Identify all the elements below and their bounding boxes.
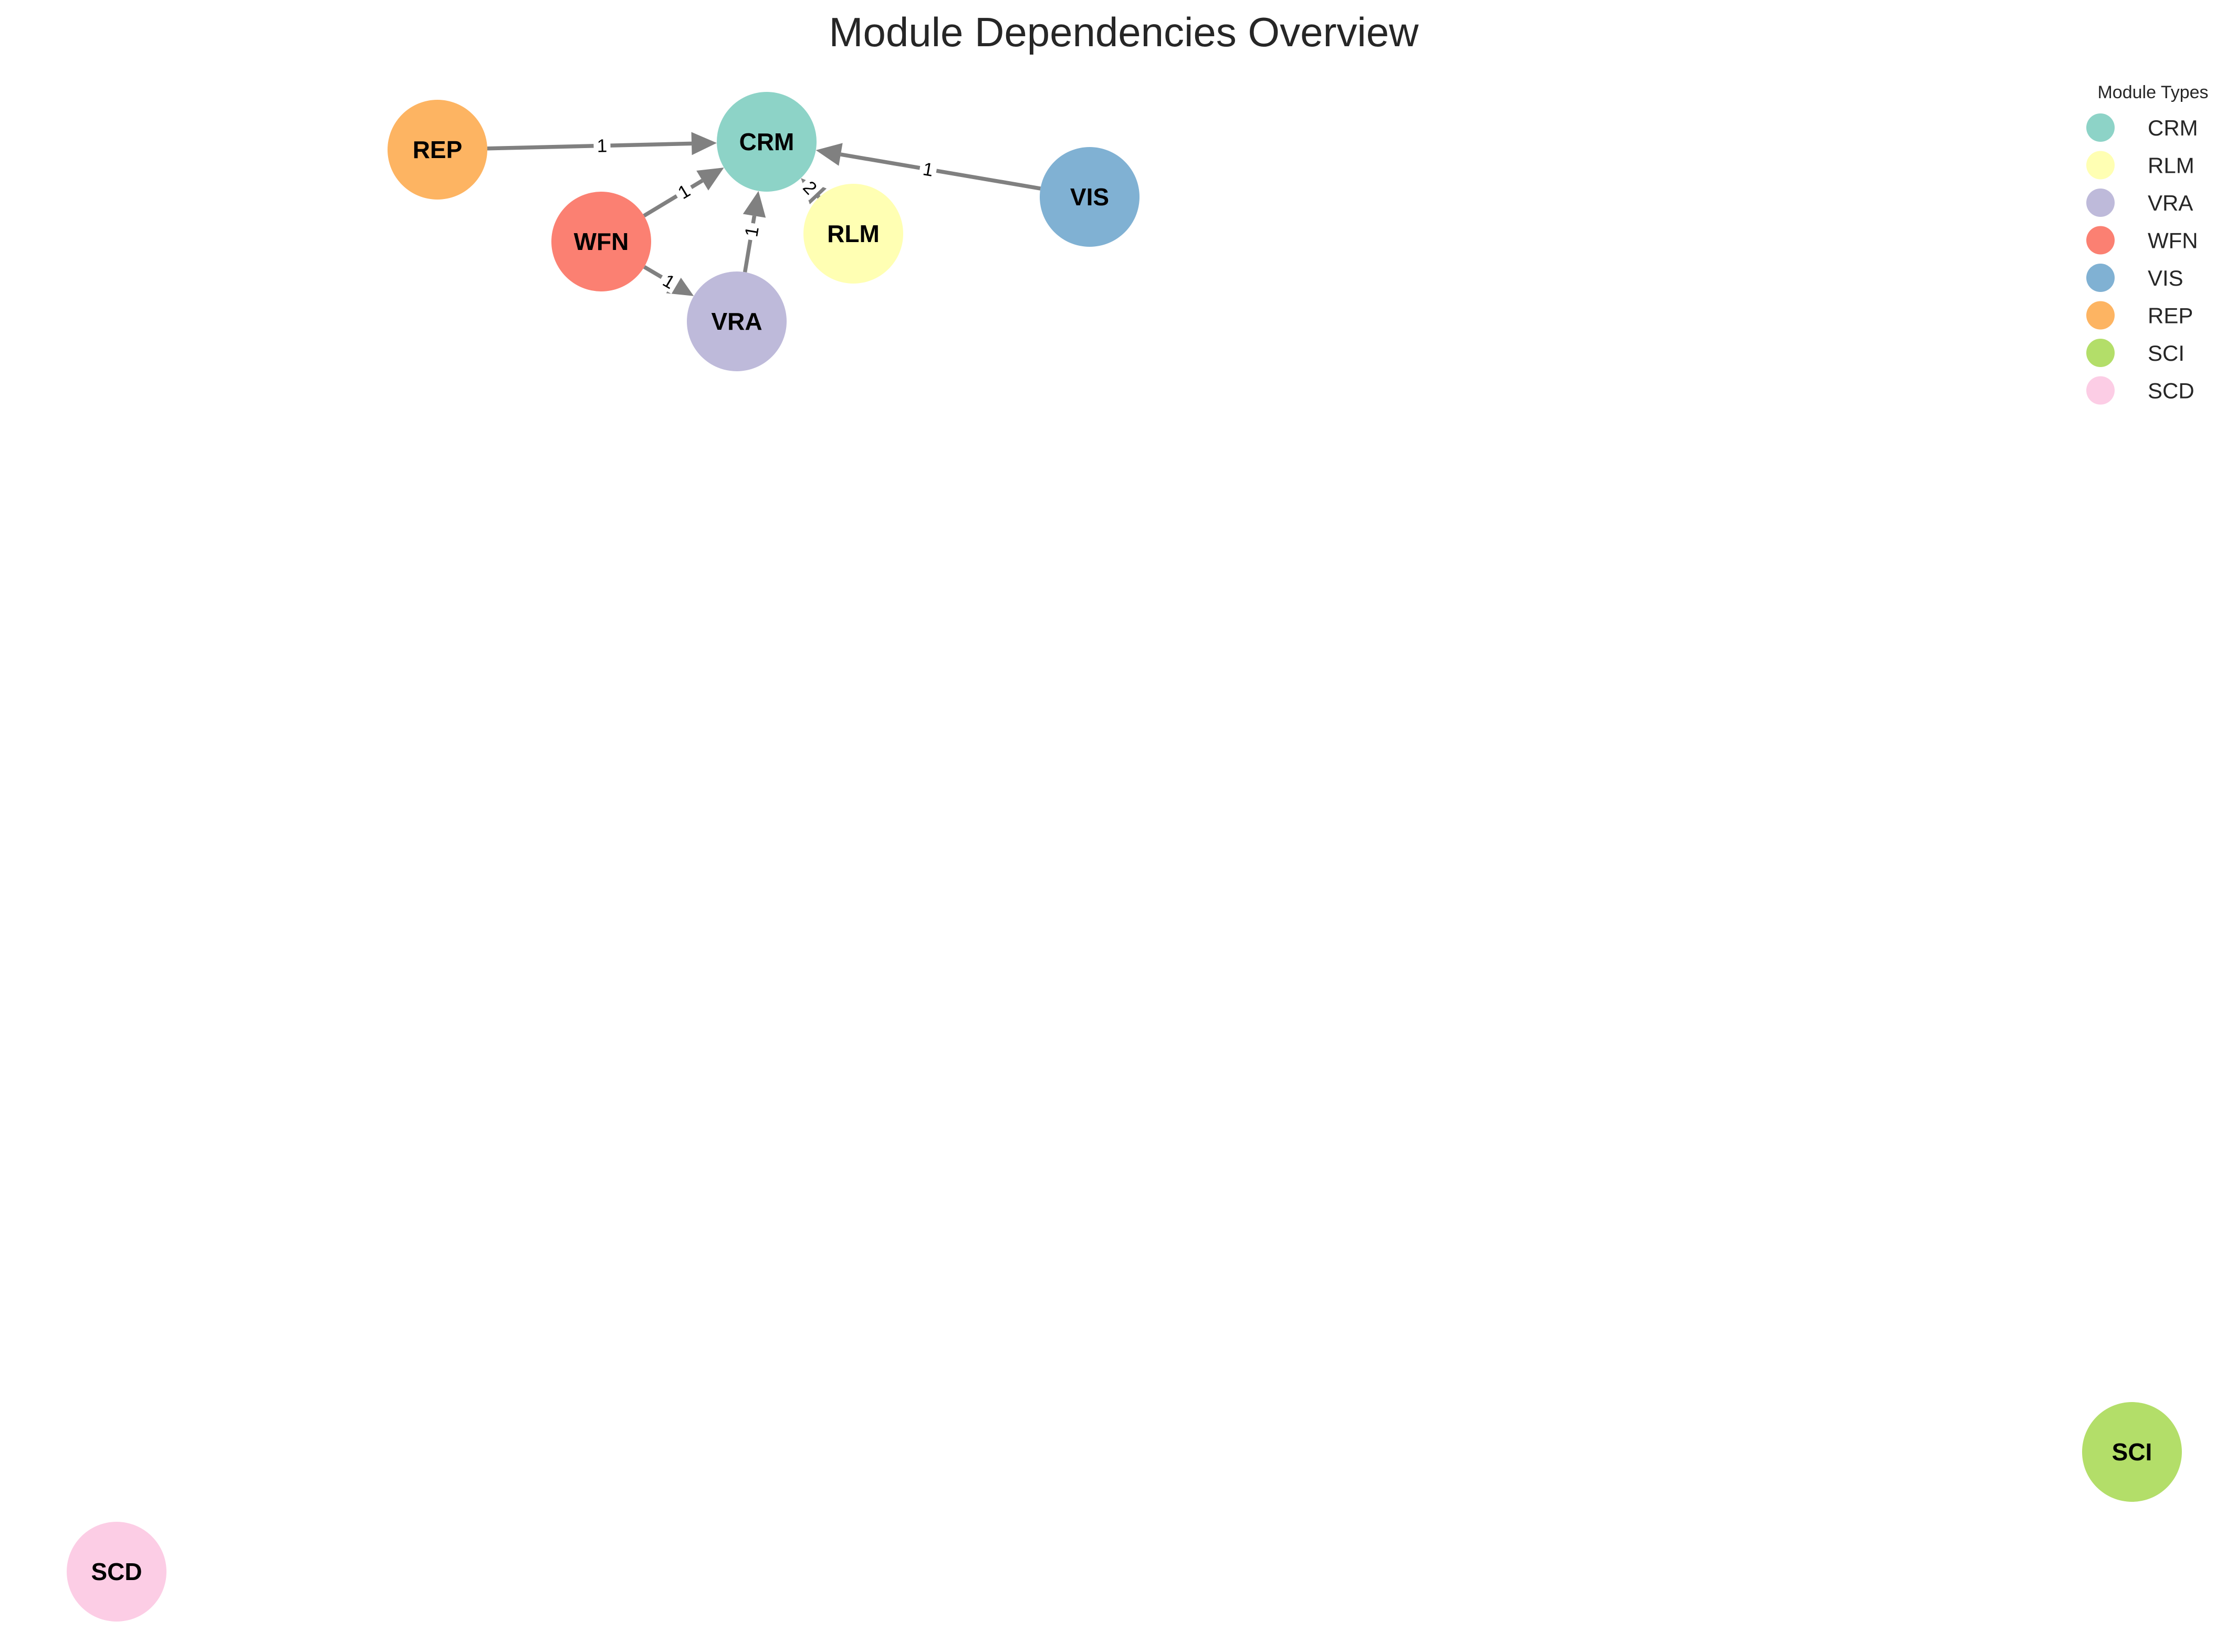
- edge-label: 1: [597, 135, 607, 156]
- edge-rlm-crm: 2: [797, 173, 827, 205]
- node-label: VRA: [711, 308, 762, 335]
- legend-item-crm: CRM: [2086, 113, 2198, 142]
- legend-marker: [2086, 151, 2115, 180]
- node-circle: [803, 184, 903, 284]
- legend-label: SCD: [2148, 379, 2194, 403]
- node-label: REP: [413, 136, 463, 163]
- edge-label-bg: [593, 134, 611, 155]
- edge-line: [487, 141, 692, 151]
- arrowhead-icon: [816, 143, 843, 166]
- edge-label-group: 1: [918, 156, 938, 181]
- arrowhead-icon: [691, 132, 717, 155]
- legend-marker: [2086, 113, 2115, 142]
- edge-line: [840, 152, 1041, 191]
- edge-line: [643, 179, 704, 218]
- legend-title: Module Types: [2097, 82, 2208, 102]
- legend-item-rep: REP: [2086, 301, 2193, 330]
- edge-line: [817, 195, 821, 199]
- edge-vra-crm: 1: [739, 191, 766, 273]
- legend-marker: [2086, 226, 2115, 255]
- node-label: SCD: [91, 1558, 142, 1585]
- edge-vis-crm: 1: [816, 143, 1041, 191]
- nodes-layer: CRM RLM VRA WFN VIS REP SCI SCD: [67, 92, 2182, 1622]
- edge-label-bg: [671, 177, 696, 204]
- node-sci[interactable]: SCI: [2082, 1402, 2182, 1502]
- legend-label: WFN: [2148, 228, 2198, 253]
- legend-label: CRM: [2148, 116, 2198, 140]
- edge-label-bg: [918, 156, 938, 180]
- legend-marker: [2086, 376, 2115, 405]
- legend-marker: [2086, 189, 2115, 217]
- legend-item-vis: VIS: [2086, 264, 2183, 292]
- legend-label: VRA: [2148, 191, 2193, 215]
- arrowhead-icon: [743, 191, 766, 218]
- legend-label: SCI: [2148, 341, 2184, 365]
- node-vis[interactable]: VIS: [1040, 147, 1140, 247]
- node-circle: [2082, 1402, 2182, 1502]
- edge-label-bg: [739, 221, 762, 242]
- node-crm[interactable]: CRM: [717, 92, 817, 192]
- edge-label-group: 1: [593, 134, 611, 156]
- legend-label: REP: [2148, 304, 2193, 328]
- legend-marker: [2086, 301, 2115, 330]
- node-label: WFN: [574, 228, 629, 255]
- edge-wfn-vra: 1: [643, 265, 694, 296]
- legend: Module Types CRM RLM VRA WFN VIS REP SCI SCD: [2086, 82, 2209, 405]
- edge-label-group: 1: [671, 177, 696, 204]
- edge-label-bg: [657, 267, 682, 294]
- edge-label-group: 1: [739, 221, 763, 242]
- node-label: CRM: [739, 128, 795, 155]
- arrowhead-icon: [696, 168, 724, 191]
- node-circle: [551, 192, 651, 291]
- node-scd[interactable]: SCD: [67, 1522, 166, 1622]
- node-rlm[interactable]: RLM: [803, 184, 903, 284]
- legend-label: VIS: [2148, 266, 2183, 290]
- legend-item-wfn: WFN: [2086, 226, 2198, 255]
- node-circle: [717, 92, 817, 192]
- node-circle: [1040, 147, 1140, 247]
- legend-marker: [2086, 339, 2115, 367]
- node-rep[interactable]: REP: [388, 100, 487, 200]
- node-circle: [687, 271, 787, 371]
- edge-wfn-crm: 1: [643, 168, 724, 218]
- legend-label: RLM: [2148, 153, 2194, 178]
- legend-item-vra: VRA: [2086, 189, 2193, 217]
- edge-label-bg: [797, 173, 824, 201]
- legend-item-rlm: RLM: [2086, 151, 2194, 180]
- diagram-title: Module Dependencies Overview: [829, 9, 1419, 55]
- legend-item-sci: SCI: [2086, 339, 2184, 367]
- edge-rep-crm: 1: [487, 132, 717, 156]
- node-label: RLM: [827, 220, 880, 247]
- node-circle: [67, 1522, 166, 1622]
- legend-item-scd: SCD: [2086, 376, 2194, 405]
- node-wfn[interactable]: WFN: [551, 192, 651, 291]
- legend-marker: [2086, 264, 2115, 292]
- node-circle: [388, 100, 487, 200]
- node-label: SCI: [2112, 1438, 2152, 1466]
- node-vra[interactable]: VRA: [687, 271, 787, 371]
- node-label: VIS: [1070, 183, 1109, 211]
